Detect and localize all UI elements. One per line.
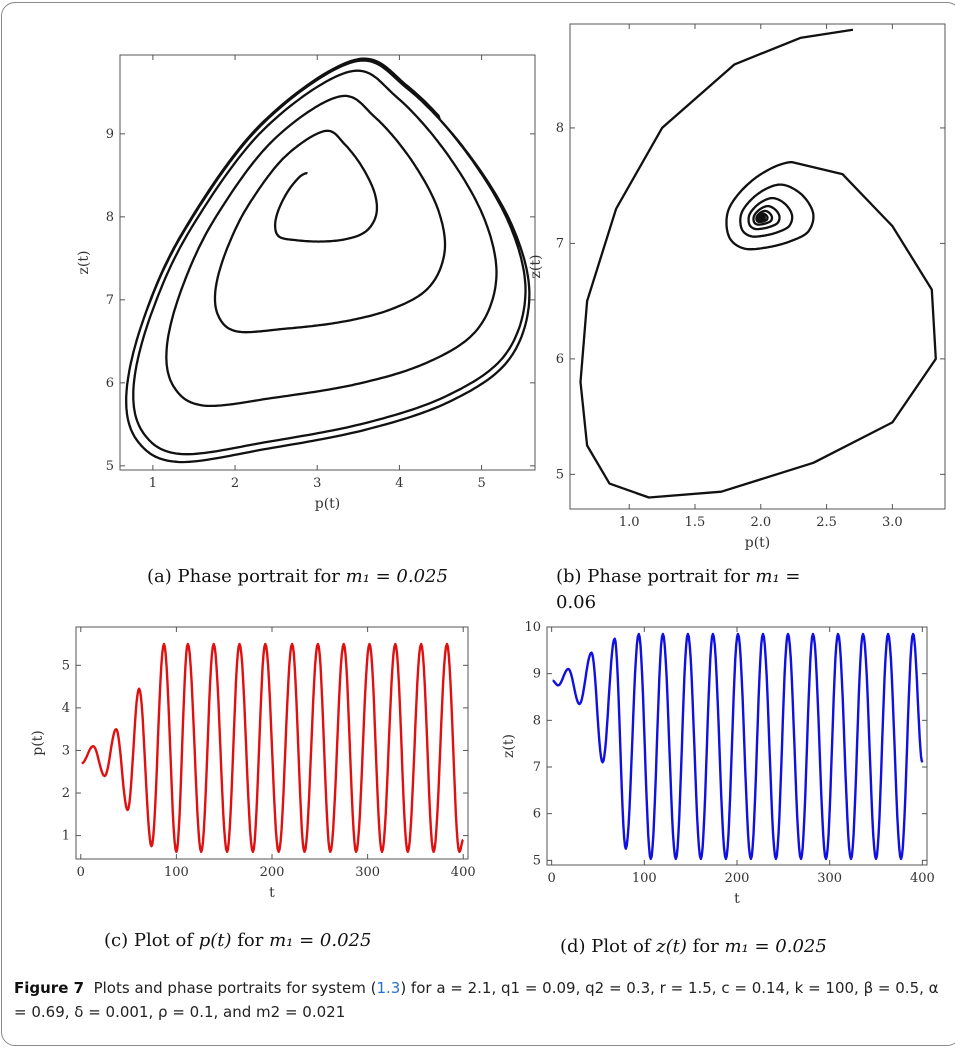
y-tick-label: 9: [106, 127, 114, 142]
time-series-z: 0 100 200 300 400 5 6 7 8 9 10 t z(t): [495, 615, 935, 915]
y-tick-label: 1: [62, 829, 70, 844]
subcaption-d-math: m₁ = 0.025: [724, 936, 827, 957]
plot-frame: [119, 54, 536, 471]
x-tick-label: 1.0: [619, 515, 640, 530]
x-axis-label: t: [269, 885, 275, 901]
subcaption-d: (d) Plot of z(t) for m₁ = 0.025: [560, 934, 827, 960]
y-axis-label: z(t): [528, 255, 544, 279]
y-tick-label: 10: [524, 620, 541, 635]
y-tick-label: 5: [533, 853, 541, 868]
trajectory-line: [579, 28, 937, 499]
subcaption-a-math: m₁ = 0.025: [345, 566, 448, 587]
x-axis-label: p(t): [315, 496, 341, 512]
y-axis-label: p(t): [30, 730, 46, 756]
y-tick-label: 7: [106, 293, 114, 308]
phase-portrait-a: 1 2 3 4 5 5 6 7 8 9 p(t) z(t): [76, 45, 540, 525]
y-axis-label: z(t): [76, 251, 92, 275]
series-line: [551, 632, 924, 861]
y-tick-label: 6: [556, 352, 564, 367]
subcaption-c: (c) Plot of p(t) for m₁ = 0.025: [104, 928, 371, 954]
x-tick-label: 100: [164, 865, 189, 880]
time-series-p: 0 100 200 300 400 1 2 3 4 5 t p(t): [20, 615, 480, 915]
y-tick-label: 5: [556, 467, 564, 482]
y-tick-label: 4: [62, 701, 70, 716]
x-tick-label: 100: [632, 871, 657, 886]
trajectory-line: [125, 57, 531, 464]
x-tick-label: 400: [451, 865, 476, 880]
x-tick-label: 0: [547, 871, 555, 886]
subcaption-c-prefix: (c) Plot of: [104, 930, 199, 951]
x-tick-label: 3.0: [882, 515, 903, 530]
x-tick-label: 4: [395, 476, 403, 491]
x-tick-label: 1: [149, 476, 157, 491]
x-tick-label: 2.0: [750, 515, 771, 530]
equation-ref-link[interactable]: 1.3: [376, 979, 401, 997]
subcaption-b-math: m₁ =: [755, 566, 801, 587]
figure-label: Figure 7: [14, 979, 85, 997]
subcaption-c-mid: for: [231, 930, 270, 951]
y-tick-label: 2: [62, 786, 70, 801]
figure-caption: Figure 7 Plots and phase portraits for s…: [14, 976, 939, 1024]
x-tick-label: 200: [725, 871, 750, 886]
x-tick-label: 1.5: [685, 515, 706, 530]
y-tick-label: 5: [106, 459, 114, 474]
y-tick-label: 5: [62, 658, 70, 673]
x-tick-label: 3: [313, 476, 321, 491]
caption-text-before: Plots and phase portraits for system (: [93, 979, 377, 997]
subcaption-d-fn: z(t): [656, 936, 687, 957]
x-tick-label: 300: [355, 865, 380, 880]
series-line: [81, 642, 465, 853]
subcaption-d-prefix: (d) Plot of: [560, 936, 657, 957]
x-tick-label: 200: [260, 865, 285, 880]
plot-frame: [569, 23, 946, 510]
y-tick-label: 6: [106, 376, 114, 391]
y-tick-label: 8: [106, 210, 114, 225]
subcaption-c-math: m₁ = 0.025: [269, 930, 372, 951]
y-tick-label: 8: [533, 713, 541, 728]
y-tick-label: 7: [556, 236, 564, 251]
y-tick-label: 7: [533, 760, 541, 775]
x-tick-label: 2.5: [816, 515, 837, 530]
subcaption-b-line2: 0.06: [556, 592, 597, 613]
x-axis-label: p(t): [745, 535, 771, 551]
subcaption-b: (b) Phase portrait for m₁ = 0.06: [556, 564, 886, 616]
y-tick-label: 9: [533, 667, 541, 682]
phase-portrait-b: 1.0 1.5 2.0 2.5 3.0 5 6 7 8 p(t) z(t): [528, 10, 950, 551]
caption-text-after: ) for a = 2.1, q1 = 0.09, q2 = 0.3, r = …: [14, 979, 939, 1021]
x-tick-label: 0: [77, 865, 85, 880]
x-tick-label: 300: [817, 871, 842, 886]
x-tick-label: 400: [910, 871, 935, 886]
x-axis-label: t: [734, 891, 740, 907]
y-axis-label: z(t): [501, 734, 517, 758]
x-tick-label: 5: [477, 476, 485, 491]
equilibrium-point: [756, 214, 765, 222]
x-tick-label: 2: [231, 476, 239, 491]
y-tick-label: 8: [556, 121, 564, 136]
y-tick-label: 6: [533, 807, 541, 822]
y-tick-label: 3: [62, 743, 70, 758]
subcaption-a-prefix: (a) Phase portrait for: [147, 566, 346, 587]
subcaption-a: (a) Phase portrait for m₁ = 0.025: [147, 564, 448, 590]
subcaption-c-fn: p(t): [198, 930, 232, 951]
subcaption-b-prefix: (b) Phase portrait for: [556, 566, 756, 587]
subcaption-d-mid: for: [686, 936, 725, 957]
